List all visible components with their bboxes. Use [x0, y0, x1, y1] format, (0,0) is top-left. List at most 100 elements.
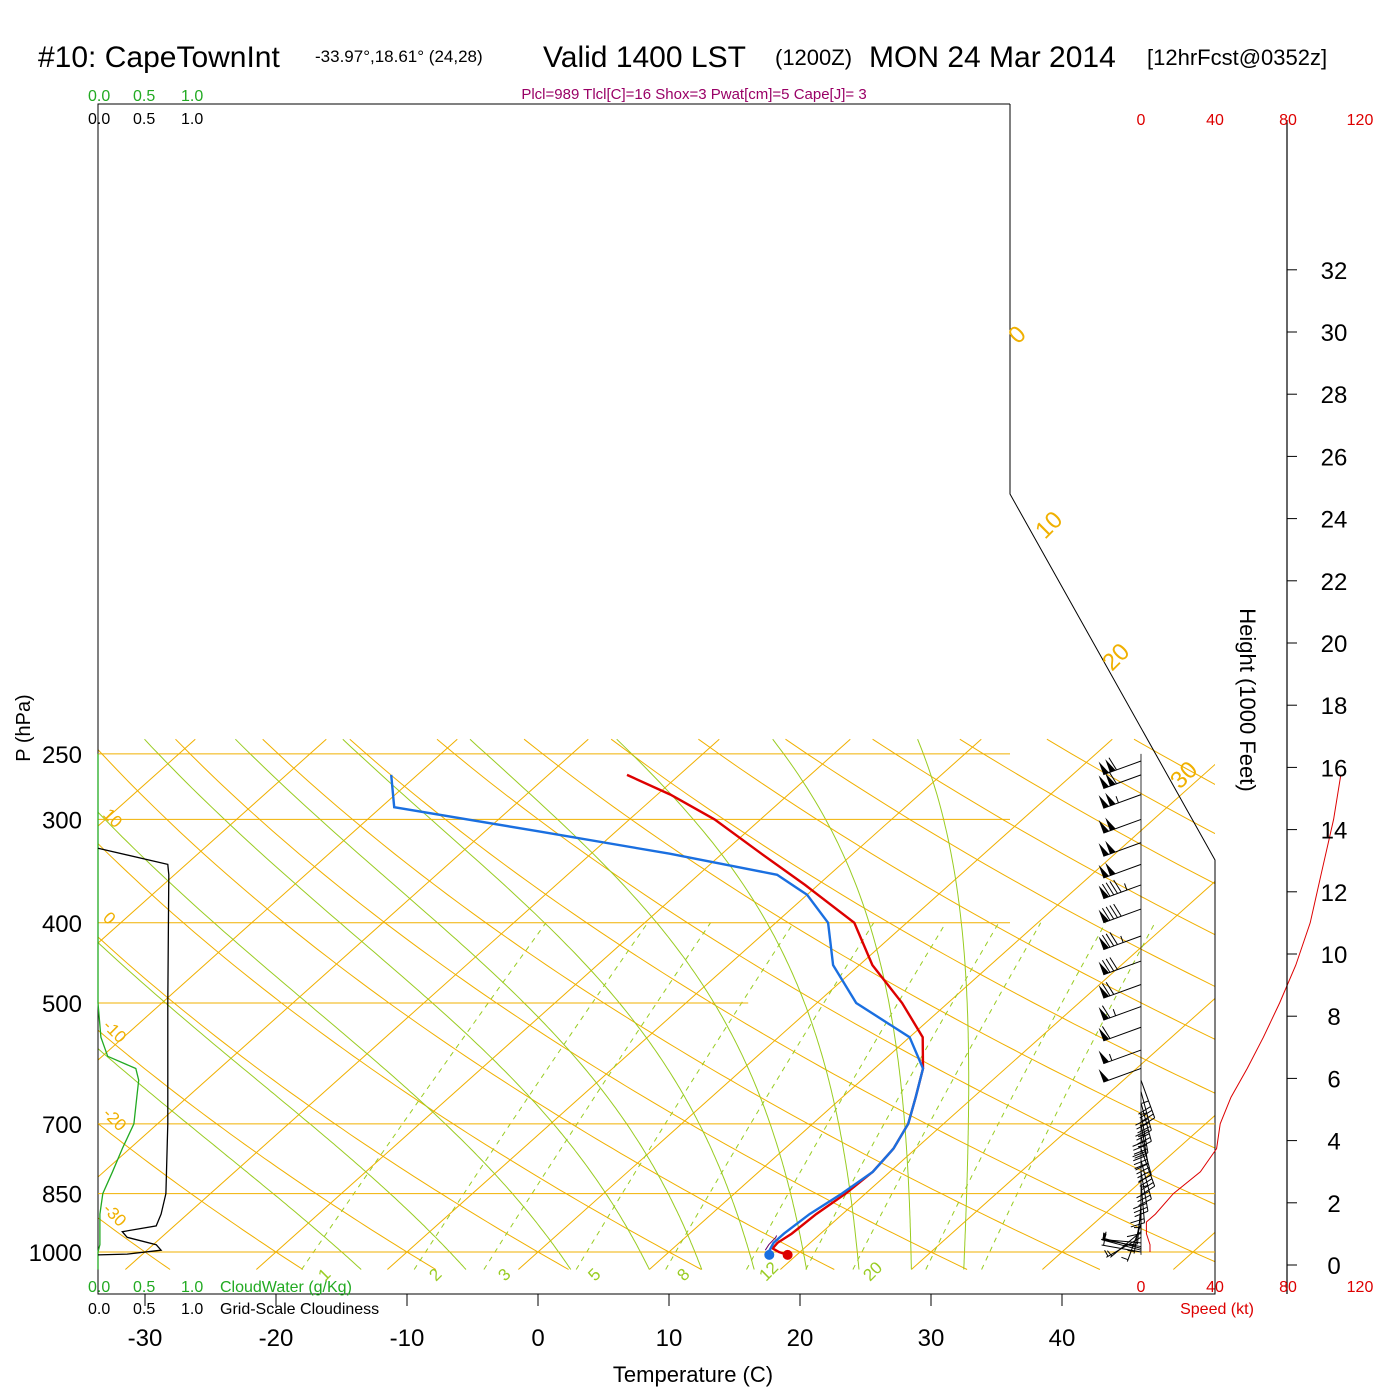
station-coords: -33.97°,18.61° (24,28)	[315, 47, 483, 66]
wind-barb-shaft	[1140, 1102, 1152, 1142]
wind-barb	[1098, 903, 1142, 924]
dry-adiabat-line	[1221, 739, 1400, 1269]
wind-barb-flag	[1105, 862, 1116, 876]
dry-adiabat-line	[610, 738, 1215, 1094]
wind-barb	[1098, 932, 1142, 951]
wind-barb-feather	[1101, 1026, 1111, 1039]
wind-barb-shaft	[1103, 760, 1142, 776]
surface-dewpoint-dot	[764, 1249, 775, 1260]
isotherm-label: 0	[99, 908, 119, 928]
cloudiness-tick-label: 0.0	[88, 1301, 110, 1318]
cloudwater-tick-label: 0.5	[133, 88, 155, 105]
height-tick-label: 4	[1327, 1129, 1340, 1156]
wind-barb	[1098, 817, 1142, 834]
wind-barb-flag	[1105, 759, 1116, 773]
cloudwater-axis-label: CloudWater (g/Kg)	[220, 1279, 352, 1296]
wind-barb-feather	[1105, 882, 1115, 896]
cloudwater-tick-label: 1.0	[181, 88, 203, 105]
wind-barb	[1135, 1091, 1152, 1138]
moist-adiabat-line	[98, 941, 467, 1270]
isotherm-line	[649, 763, 1215, 1270]
wind-barb-shaft	[1103, 1006, 1142, 1021]
height-tick-label: 26	[1321, 444, 1348, 471]
isotherm-label: 20	[1097, 638, 1135, 676]
height-tick-label: 10	[1321, 942, 1348, 969]
wind-barb-feather	[1142, 1185, 1155, 1195]
wind-barb-feather	[1136, 1133, 1150, 1141]
mixing-ratio-label: 20	[859, 1258, 886, 1285]
mixing-ratio-line	[665, 922, 875, 1270]
isotherm-line	[387, 738, 982, 1270]
wind-barb-feather	[1101, 934, 1111, 948]
x-tick-label: -30	[128, 1325, 163, 1352]
wind-barb-feather	[1136, 1166, 1150, 1175]
moist-adiabat-line	[917, 739, 970, 1270]
wind-barb-shaft	[1101, 1239, 1142, 1248]
wind-barb-half	[1139, 1112, 1147, 1116]
dry-adiabat-line	[436, 738, 1215, 1205]
x-tick-label: 20	[787, 1325, 814, 1352]
isobars	[98, 753, 1215, 1253]
wind-barb-feather	[1138, 1129, 1152, 1138]
wind-barb	[1098, 792, 1142, 809]
mixing-ratio-line	[981, 922, 1156, 1270]
mixing-ratio-line	[852, 922, 1042, 1270]
wind-barb-feather	[1101, 983, 1111, 997]
wind-barb-flag	[1098, 1068, 1110, 1083]
x-tick-label: 0	[531, 1325, 544, 1352]
wind-barb-feather	[1135, 1129, 1149, 1137]
wind-barb-feather	[1108, 757, 1117, 771]
wind-barb-flag	[1098, 1007, 1110, 1021]
wind-barb-feather	[1101, 959, 1111, 973]
moist-adiabat-line	[235, 738, 703, 1270]
height-tick-label: 2	[1327, 1191, 1340, 1218]
wind-barb-feather	[1130, 1218, 1145, 1224]
wind-barb-flag	[1098, 909, 1110, 923]
wind-barb-half	[1103, 1232, 1106, 1241]
wind-barb	[1098, 757, 1142, 776]
wind-barb-flag	[1105, 840, 1116, 854]
wind-barb	[1098, 840, 1142, 857]
isotherm-label: 10	[99, 805, 126, 832]
wind-barb-feather	[1135, 1163, 1149, 1171]
height-tick-label: 30	[1321, 320, 1348, 347]
wind-barb-feather	[1133, 1148, 1148, 1155]
wind-barb-feather	[1138, 1106, 1151, 1115]
dry-adiabat-line	[0, 739, 37, 1269]
wind-barb-feather	[1109, 957, 1118, 970]
cloudiness-tick-label: 0.5	[133, 111, 155, 128]
wind-barb-half	[1104, 1250, 1109, 1257]
wind-barb-feather	[1140, 1182, 1154, 1191]
wind-barb	[1098, 1067, 1142, 1083]
wind-barb-half	[1120, 935, 1124, 943]
y-tick-label: 1000	[29, 1240, 82, 1267]
wind-barb-flag	[1105, 772, 1116, 787]
wind-barb-feather	[1134, 1210, 1149, 1218]
wind-barb-flag	[1105, 817, 1116, 831]
wind-barb-feather	[1101, 1005, 1111, 1019]
wind-barb-flag	[1098, 795, 1110, 809]
speed-axis-label: Speed (kt)	[1180, 1301, 1254, 1318]
mixing-ratio-label: 12	[755, 1258, 782, 1285]
dry-adiabat-line	[1395, 739, 1400, 1269]
wind-barb-feather	[1133, 1154, 1147, 1162]
wind-barb-feather	[1137, 1137, 1151, 1145]
cloudwater-tick-label: 1.0	[181, 1279, 203, 1296]
wind-barb-half	[1140, 1185, 1148, 1188]
wind-barb-feather	[1113, 879, 1122, 893]
wind-barb-feather	[1134, 1152, 1149, 1159]
valid-date: MON 24 Mar 2014	[869, 41, 1116, 74]
wind-barb-half	[1121, 1256, 1129, 1261]
dry-adiabat-line	[872, 738, 1215, 936]
isotherm-line	[518, 738, 1113, 1270]
plot-frame	[97, 103, 1216, 1295]
y-tick-label: 250	[42, 742, 82, 769]
wind-barb-feather	[1137, 1125, 1151, 1134]
dry-adiabat-line	[175, 738, 968, 1270]
y-tick-label: 700	[42, 1112, 82, 1139]
x-tick-label: -20	[259, 1325, 294, 1352]
wind-barb	[1107, 1231, 1142, 1258]
wind-barb	[1101, 1232, 1142, 1248]
speed-line	[1145, 774, 1342, 1252]
mixing-ratio-label: 3	[494, 1265, 514, 1285]
